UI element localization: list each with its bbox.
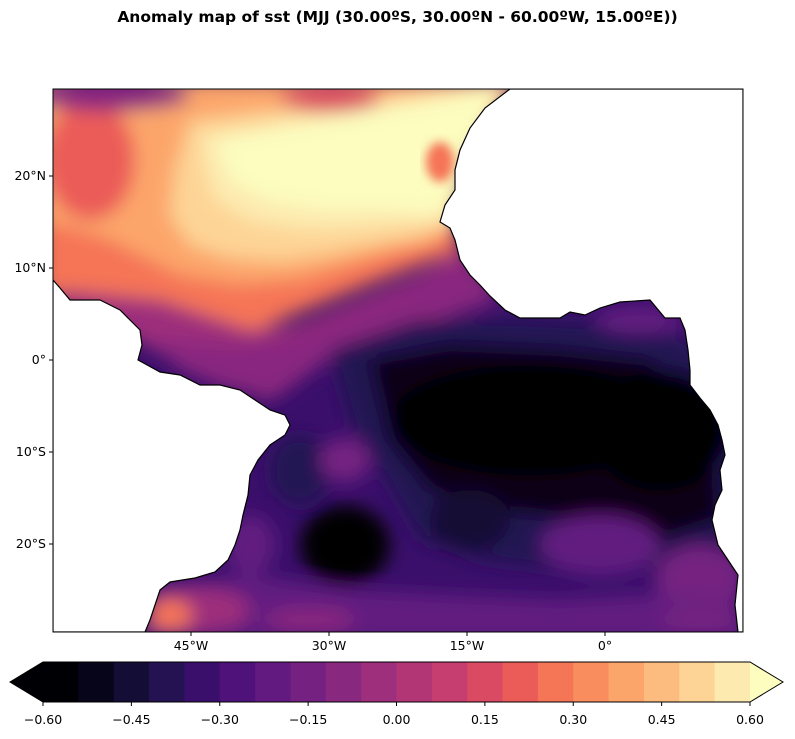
colorbar-tick-label: −0.60 — [23, 712, 63, 727]
colorbar-bin — [184, 662, 221, 702]
colorbar-bin — [643, 662, 680, 702]
colorbar-tick-label: 0.60 — [736, 712, 764, 727]
y-tick-label: 10°N — [14, 260, 46, 275]
colorbar-bin — [467, 662, 504, 702]
colorbar-tick-label: 0.15 — [470, 712, 499, 727]
y-tick-label: 10°S — [15, 444, 46, 459]
colorbar-bin — [43, 662, 79, 702]
x-tick-label: 15°W — [449, 638, 485, 653]
colorbar-tick-label: −0.15 — [288, 712, 328, 727]
colorbar-bin — [255, 662, 291, 702]
colorbar-bin — [537, 662, 574, 702]
y-tick-label: 20°N — [14, 168, 46, 183]
colorbar-bin — [325, 662, 362, 702]
x-tick-label: 45°W — [173, 638, 209, 653]
colorbar-tick-label: 0.45 — [647, 712, 676, 727]
colorbar-bin — [714, 662, 751, 702]
y-tick-label: 20°S — [15, 536, 46, 551]
colorbar-bin — [573, 662, 610, 702]
africa-landmass — [439, 89, 743, 632]
colorbar-bin — [679, 662, 716, 702]
colorbar-tick-label: 0.30 — [559, 712, 588, 727]
colorbar-bin — [149, 662, 185, 702]
south-america-landmass — [53, 279, 291, 632]
colorbar-bin — [396, 662, 433, 702]
colorbar-tick-label: −0.45 — [112, 712, 151, 727]
colorbar — [9, 661, 784, 706]
colorbar-bin — [78, 662, 115, 702]
colorbar-bin — [608, 662, 645, 702]
map-title: Anomaly map of sst (MJJ (30.00ºS, 30.00º… — [117, 8, 678, 26]
x-tick-label: 30°W — [311, 638, 347, 653]
colorbar-tick-label: 0.00 — [382, 712, 411, 727]
sst-anomaly-field — [53, 89, 743, 632]
colorbar-bin — [431, 662, 468, 702]
colorbar-extend-max — [750, 662, 783, 702]
colorbar-extend-min — [10, 662, 43, 702]
colorbar-tick-label: −0.30 — [200, 712, 239, 727]
colorbar-bin — [361, 662, 397, 702]
colorbar-bin — [502, 662, 539, 702]
y-tick-label: 0° — [31, 352, 46, 367]
colorbar-bin — [113, 662, 150, 702]
x-tick-label: 0° — [597, 638, 613, 653]
colorbar-bin — [290, 662, 327, 702]
colorbar-bin — [219, 662, 256, 702]
